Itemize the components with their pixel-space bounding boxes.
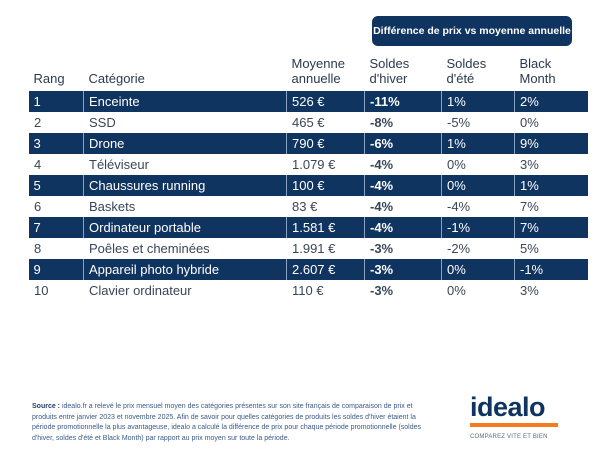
cell-black-month: -1% [514,259,588,280]
cell-soldes-ete: 0% [441,259,515,280]
table-row: 8 Poêles et cheminées 1.991 € -3% -2% 5% [28,238,588,259]
cell-rang: 2 [28,112,84,133]
table-row: 7 Ordinateur portable 1.581 € -4% -1% 7% [28,217,588,238]
cell-soldes-ete: 0% [441,175,515,196]
cell-categorie: Drone [83,133,287,154]
header-soldes-ete: Soldes d'été [446,56,487,86]
cell-categorie: Enceinte [83,91,287,112]
cell-black-month: 5% [514,238,588,259]
cell-soldes-hiver: -4% [364,196,442,217]
cell-categorie: Baskets [83,196,287,217]
header-badge: Différence de prix vs moyenne annuelle [372,16,572,46]
header-rang: Rang [33,71,65,86]
cell-rang: 6 [28,196,84,217]
idealo-logo: idealo COMPAREZ VITE ET BIEN [470,393,590,440]
cell-soldes-ete: 0% [441,280,515,301]
cell-moyenne: 83 € [286,196,365,217]
cell-moyenne: 1.991 € [286,238,365,259]
cell-rang: 9 [28,259,84,280]
cell-rang: 1 [28,91,84,112]
cell-black-month: 0% [514,112,588,133]
cell-soldes-hiver: -3% [364,259,442,280]
cell-categorie: SSD [83,112,287,133]
cell-black-month: 7% [514,217,588,238]
cell-rang: 7 [28,217,84,238]
cell-soldes-hiver: -6% [364,133,442,154]
cell-rang: 3 [28,133,84,154]
table-row: 6 Baskets 83 € -4% -4% 7% [28,196,588,217]
table-row: 9 Appareil photo hybride 2.607 € -3% 0% -1% [28,259,588,280]
cell-soldes-ete: -4% [441,196,515,217]
header-black-month: Black Month [519,56,556,86]
cell-rang: 10 [28,280,84,301]
cell-moyenne: 465 € [286,112,365,133]
cell-soldes-hiver: -3% [364,238,442,259]
table-row: 3 Drone 790 € -6% 1% 9% [28,133,588,154]
source-label: Source : [32,403,61,410]
cell-black-month: 3% [514,154,588,175]
cell-moyenne: 526 € [286,91,365,112]
cell-moyenne: 790 € [286,133,365,154]
table-header-row: Rang Catégorie Moyenne annuelle Soldes d'h… [29,56,588,91]
table-row: 4 Téléviseur 1.079 € -4% 0% 3% [28,154,588,175]
cell-soldes-ete: -5% [441,112,515,133]
price-table: Rang Catégorie Moyenne annuelle Soldes d'h… [28,56,588,301]
source-text: idealo.fr a relevé le prix mensuel moyen… [32,403,422,442]
cell-rang: 8 [28,238,84,259]
logo-wordmark: idealo [470,392,546,422]
cell-black-month: 9% [514,133,588,154]
table-row: 10 Clavier ordinateur 110 € -3% 0% 3% [28,280,588,301]
cell-black-month: 1% [514,175,588,196]
cell-black-month: 2% [514,91,588,112]
cell-soldes-hiver: -3% [364,280,442,301]
cell-moyenne: 100 € [286,175,365,196]
cell-rang: 5 [28,175,84,196]
cell-moyenne: 2.607 € [286,259,365,280]
header-soldes-hiver: Soldes d'hiver [369,56,410,86]
cell-categorie: Chaussures running [83,175,287,196]
cell-moyenne: 1.581 € [286,217,365,238]
cell-soldes-hiver: -4% [364,154,442,175]
cell-categorie: Clavier ordinateur [83,280,287,301]
header-moyenne: Moyenne annuelle [291,56,345,86]
cell-categorie: Poêles et cheminées [83,238,287,259]
cell-soldes-ete: 1% [441,133,515,154]
cell-soldes-ete: -1% [441,217,515,238]
source-note: Source : idealo.fr a relevé le prix mens… [32,402,437,444]
cell-black-month: 7% [514,196,588,217]
cell-soldes-hiver: -4% [364,217,442,238]
cell-soldes-ete: 0% [441,154,515,175]
cell-categorie: Téléviseur [83,154,287,175]
cell-moyenne: 1.079 € [286,154,365,175]
table-row: 2 SSD 465 € -8% -5% 0% [28,112,588,133]
cell-categorie: Appareil photo hybride [83,259,287,280]
header-categorie: Catégorie [88,71,145,86]
logo-underline [470,423,558,427]
cell-moyenne: 110 € [286,280,365,301]
table-row: 5 Chaussures running 100 € -4% 0% 1% [28,175,588,196]
cell-soldes-ete: -2% [441,238,515,259]
cell-black-month: 3% [514,280,588,301]
cell-soldes-hiver: -11% [364,91,442,112]
table-row: 1 Enceinte 526 € -11% 1% 2% [28,91,588,112]
cell-soldes-ete: 1% [441,91,515,112]
logo-tagline: COMPAREZ VITE ET BIEN [470,434,548,440]
cell-rang: 4 [28,154,84,175]
cell-soldes-hiver: -8% [364,112,442,133]
cell-soldes-hiver: -4% [364,175,442,196]
cell-categorie: Ordinateur portable [83,217,287,238]
